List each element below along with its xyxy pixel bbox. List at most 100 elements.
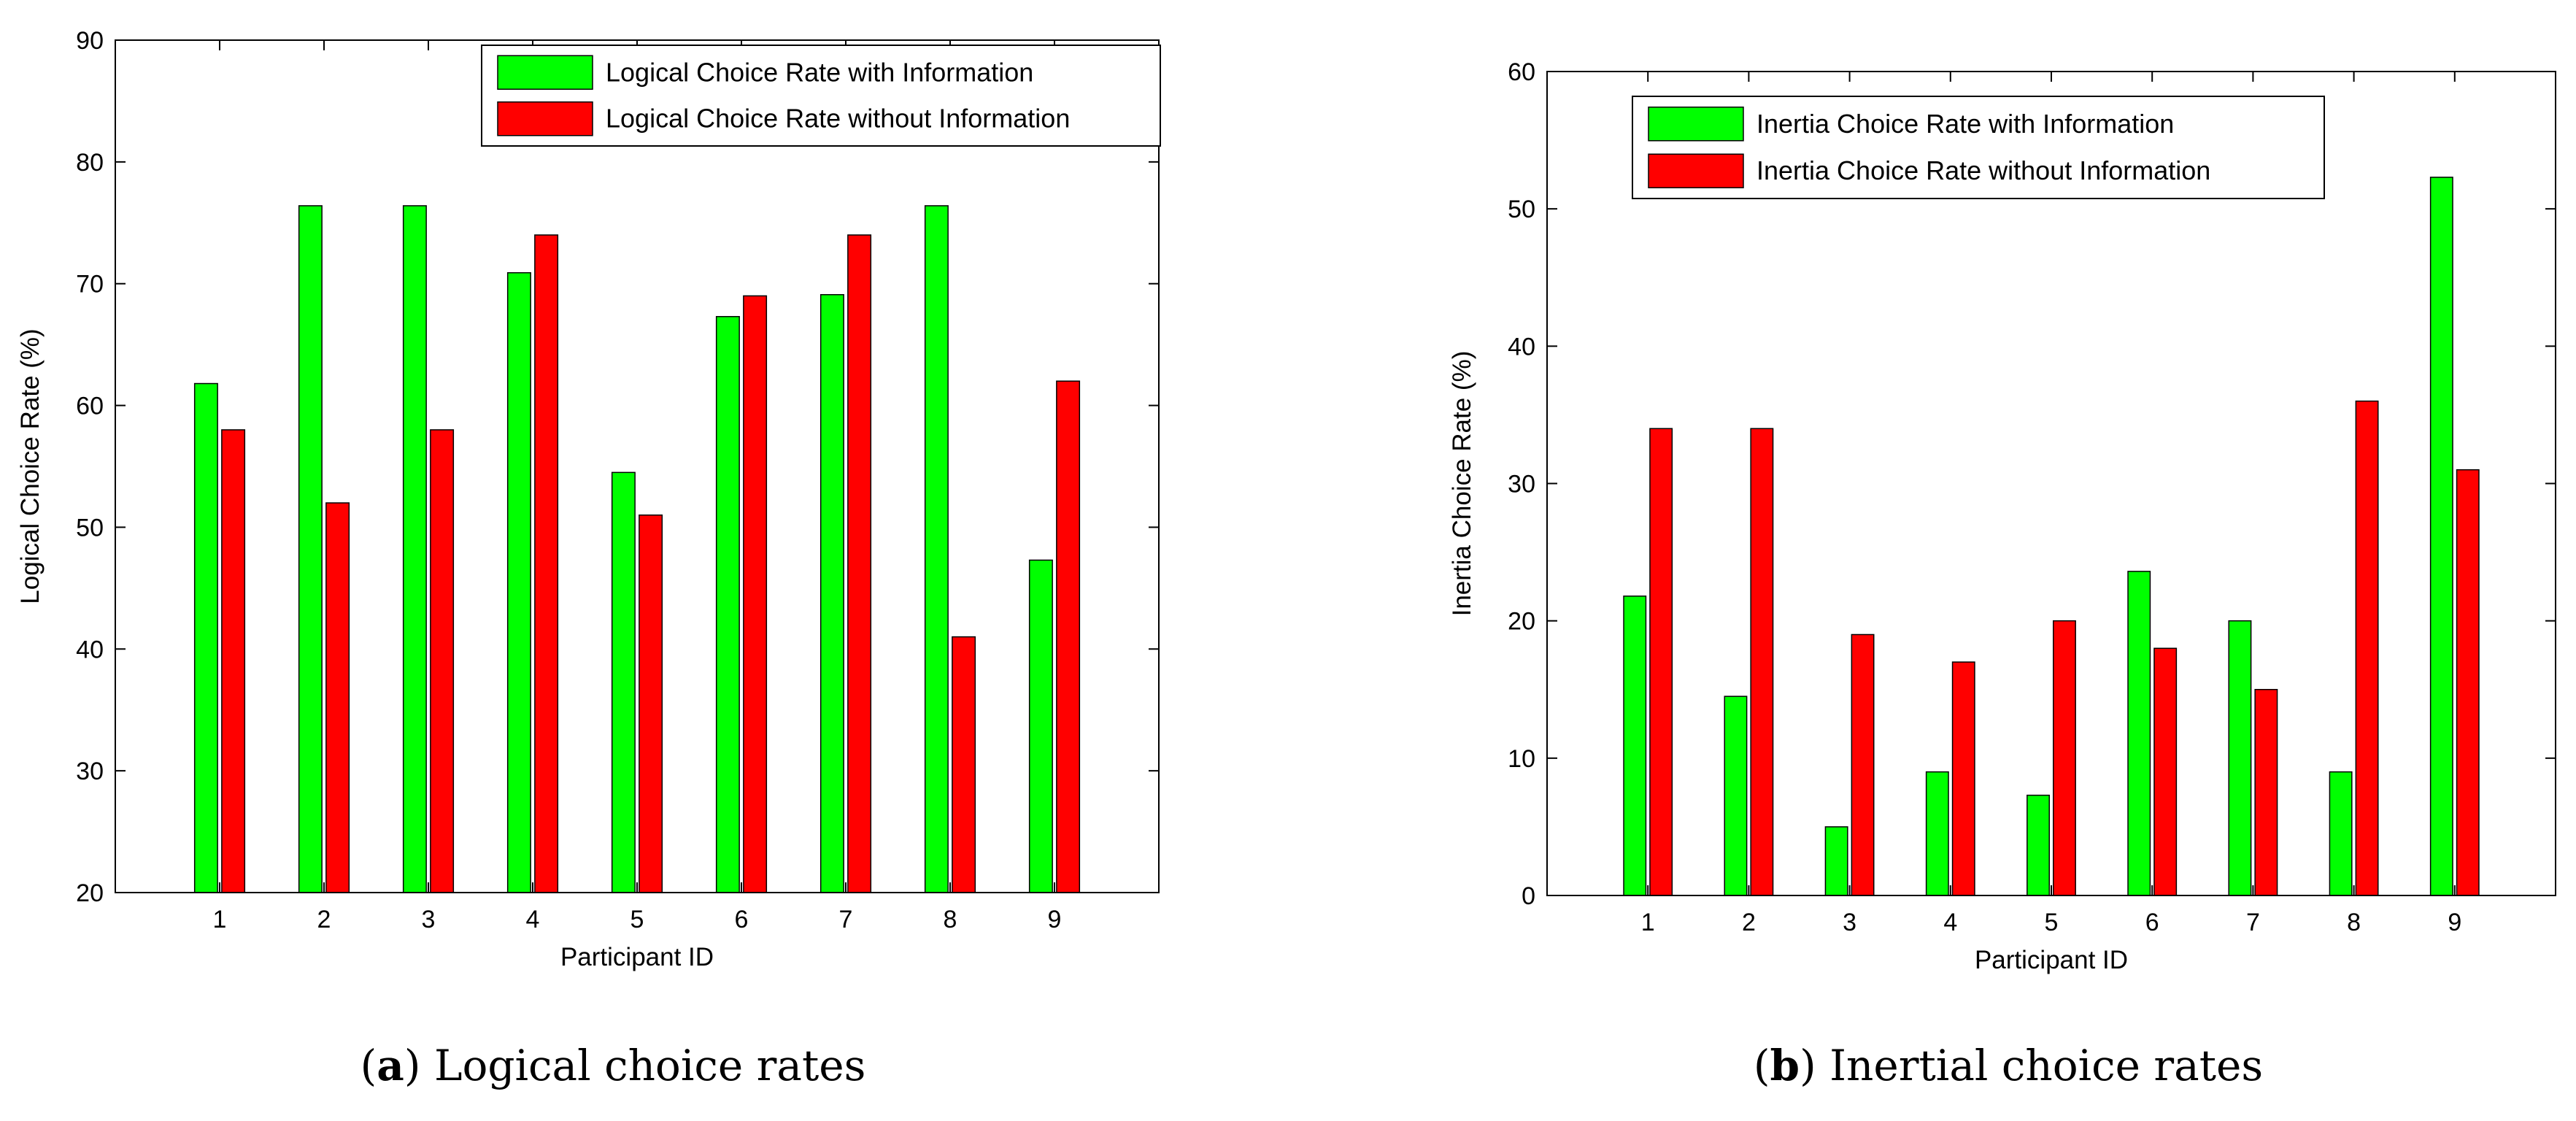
x-tick-label: 4: [1943, 909, 1957, 936]
bar-with-info-participant-6: [715, 316, 740, 893]
bar-with-info-participant-4: [1925, 771, 1949, 896]
legend-label-without-info: Inertia Choice Rate without Information: [1756, 155, 2210, 185]
y-tick-label: 10: [1508, 745, 1535, 773]
inertia-choice-chart: 0 10 20 30 40 50 60 1 2 3 4 5 6 7 8 9 Participant ID I…: [1448, 58, 2556, 1090]
bar-without-info-participant-7: [847, 234, 872, 893]
bar-without-info-participant-5: [639, 514, 663, 893]
bar-without-info-participant-1: [1649, 428, 1673, 896]
y-tick-label: 50: [76, 514, 104, 542]
inertia-bars: [1623, 177, 2480, 896]
x-tick-label: 7: [2246, 909, 2260, 936]
bar-without-info-participant-8: [952, 636, 976, 893]
bar-with-info-participant-1: [193, 382, 218, 893]
bar-with-info-participant-4: [506, 271, 531, 893]
bar-with-info-participant-7: [820, 293, 844, 893]
bar-with-info-participant-2: [298, 205, 323, 893]
x-tick-label: 9: [2448, 909, 2461, 936]
y-tick-label: 90: [76, 27, 104, 55]
bar-without-info-participant-4: [534, 234, 559, 893]
y-tick-label: 70: [76, 271, 104, 298]
bar-without-info-participant-6: [743, 295, 768, 893]
bar-without-info-participant-8: [2355, 400, 2379, 896]
bar-without-info-participant-2: [1750, 428, 1774, 896]
bar-with-info-participant-8: [924, 205, 949, 893]
x-tick-label: 6: [2145, 909, 2159, 936]
x-tick-label: 2: [1742, 909, 1756, 936]
bar-with-info-participant-9: [2429, 177, 2453, 896]
inertia-x-axis-label: Participant ID: [1975, 946, 2128, 974]
inertia-legend: Inertia Choice Rate with Information Ine…: [1632, 96, 2325, 199]
bar-without-info-participant-5: [2053, 620, 2076, 896]
legend-label-with-info: Inertia Choice Rate with Information: [1756, 109, 2174, 139]
y-tick-label: 80: [76, 149, 104, 177]
x-tick-label: 5: [630, 906, 644, 933]
inertia-y-axis: 0 10 20 30 40 50 60: [1508, 58, 2556, 910]
legend-label-with-info: Logical Choice Rate with Information: [606, 57, 1033, 87]
legend-label-without-info: Logical Choice Rate without Information: [606, 104, 1070, 134]
bar-without-info-participant-9: [2456, 469, 2480, 896]
y-tick-label: 20: [1508, 608, 1535, 636]
y-tick-label: 30: [76, 758, 104, 785]
logical-y-axis-label: Logical Choice Rate (%): [16, 328, 45, 604]
y-tick-label: 30: [1508, 471, 1535, 498]
logical-legend: Logical Choice Rate with Information Log…: [481, 45, 1161, 147]
legend-swatch-without-info: [497, 101, 593, 136]
caption-label-b: b: [1770, 1041, 1800, 1090]
bar-with-info-participant-8: [2329, 771, 2353, 896]
x-tick-label: 1: [213, 906, 227, 933]
x-tick-label: 3: [422, 906, 436, 933]
x-tick-label: 6: [735, 906, 749, 933]
bar-with-info-participant-7: [2228, 620, 2252, 896]
logical-legend-box: [481, 45, 1161, 147]
inertia-x-axis: 1 2 3 4 5 6 7 8 9: [1641, 72, 2461, 936]
bar-without-info-participant-4: [1951, 661, 1975, 896]
y-tick-label: 40: [1508, 333, 1535, 361]
x-tick-label: 7: [839, 906, 853, 933]
bar-without-info-participant-7: [2254, 689, 2278, 896]
y-tick-label: 20: [76, 879, 104, 907]
bar-without-info-participant-3: [430, 429, 455, 893]
inertia-caption: (b) Inertial choice rates: [1754, 1041, 2263, 1090]
legend-swatch-without-info: [1648, 153, 1744, 188]
bar-without-info-participant-2: [325, 502, 350, 893]
x-tick-label: 5: [2045, 909, 2059, 936]
x-tick-label: 4: [526, 906, 540, 933]
logical-bars: [193, 205, 1081, 893]
bar-without-info-participant-6: [2153, 647, 2178, 896]
y-tick-label: 60: [76, 393, 104, 420]
bar-with-info-participant-5: [2027, 794, 2050, 896]
bar-with-info-participant-9: [1028, 559, 1053, 893]
legend-swatch-with-info: [497, 55, 593, 90]
y-tick-label: 60: [1508, 58, 1535, 86]
y-tick-label: 0: [1522, 882, 1535, 910]
x-tick-label: 9: [1048, 906, 1062, 933]
logical-choice-chart: 20 30 40 50 60 70 80 90 1 2 3 4 5 6 7 8 9 Participant I…: [16, 27, 1161, 1090]
bar-with-info-participant-5: [611, 471, 636, 893]
x-tick-label: 8: [944, 906, 957, 933]
bar-with-info-participant-6: [2127, 571, 2151, 896]
caption-label-a: a: [377, 1041, 404, 1090]
bar-with-info-participant-1: [1623, 596, 1647, 896]
logical-caption: (a) Logical choice rates: [360, 1041, 866, 1090]
legend-swatch-with-info: [1648, 107, 1744, 142]
logical-y-axis: 20 30 40 50 60 70 80 90: [76, 27, 1159, 907]
inertia-y-axis-label: Inertia Choice Rate (%): [1448, 351, 1476, 617]
x-tick-label: 3: [1843, 909, 1856, 936]
y-tick-label: 50: [1508, 196, 1535, 223]
inertia-legend-box: [1632, 96, 2325, 199]
bar-without-info-participant-9: [1056, 380, 1081, 893]
logical-x-axis-label: Participant ID: [560, 943, 714, 971]
caption-text-a: Logical choice rates: [434, 1041, 865, 1090]
bar-with-info-participant-3: [1824, 826, 1848, 896]
bar-with-info-participant-3: [402, 205, 427, 893]
bar-without-info-participant-3: [1851, 633, 1875, 896]
y-tick-label: 40: [76, 636, 104, 663]
bar-without-info-participant-1: [221, 429, 246, 893]
caption-text-b: Inertial choice rates: [1829, 1041, 2263, 1090]
x-tick-label: 8: [2347, 909, 2361, 936]
bar-with-info-participant-2: [1724, 696, 1748, 896]
logical-plot-frame: [115, 39, 1160, 893]
x-tick-label: 1: [1641, 909, 1655, 936]
x-tick-label: 2: [317, 906, 331, 933]
